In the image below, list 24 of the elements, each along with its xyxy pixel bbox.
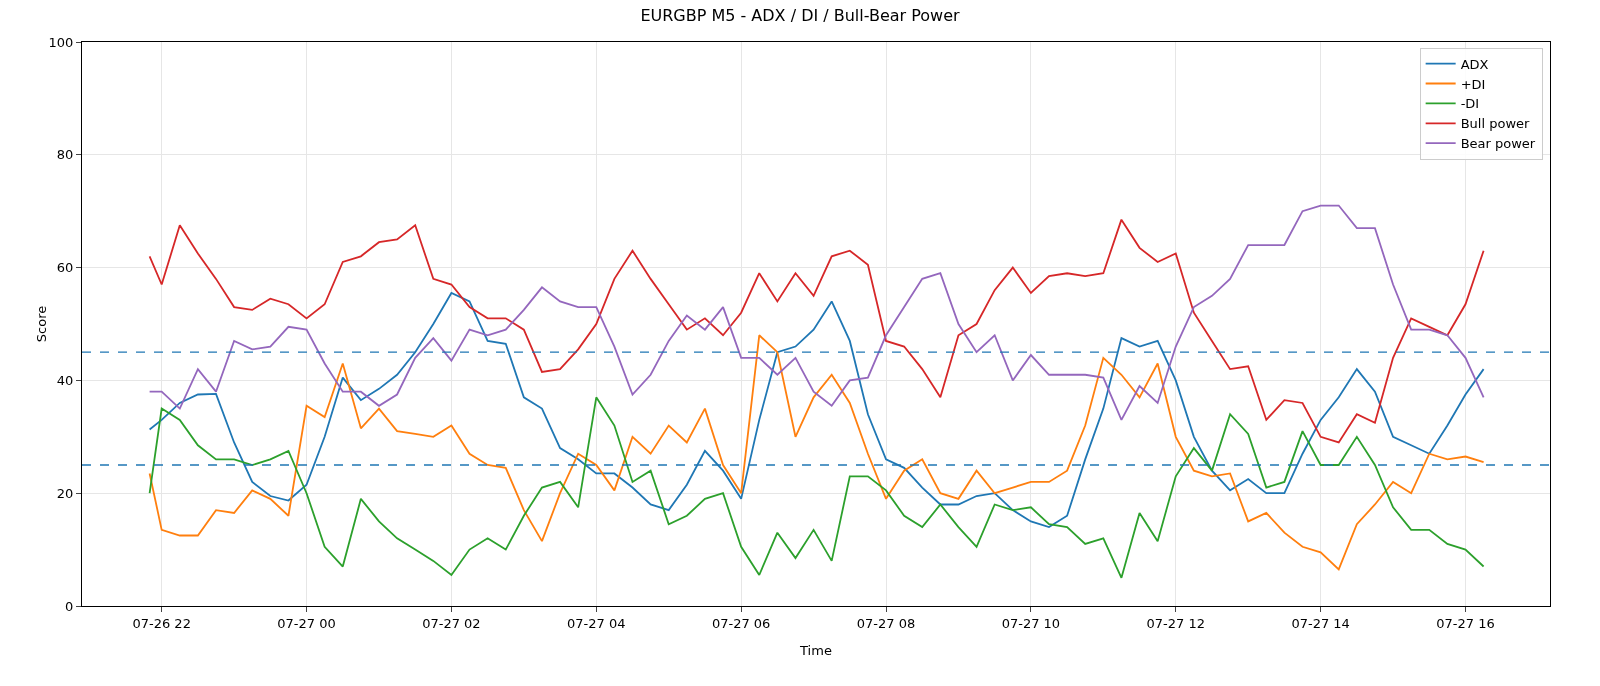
x-tick-label: 07-27 08 [856, 615, 916, 631]
chart-title: EURGBP M5 - ADX / DI / Bull-Bear Power [640, 6, 961, 26]
y-axis-title: Score [34, 305, 49, 343]
y-tick-label: 80 [56, 147, 74, 163]
x-tick-label: 07-26 22 [132, 615, 191, 631]
y-tick-label: 20 [56, 485, 74, 501]
x-tick-label: 07-27 00 [277, 615, 336, 631]
legend-label: -DI [1460, 96, 1480, 112]
x-tick-label: 07-27 02 [422, 615, 481, 631]
x-axis-title: Time [799, 643, 832, 658]
y-tick-label: 40 [56, 372, 74, 388]
legend-label: Bear power [1460, 136, 1536, 152]
y-tick-label: 60 [56, 260, 74, 276]
legend-label: ADX [1460, 56, 1489, 72]
legend-label: +DI [1460, 76, 1486, 92]
x-tick-label: 07-27 16 [1436, 615, 1495, 631]
legend-label: Bull power [1460, 116, 1531, 132]
x-tick-label: 07-27 04 [567, 615, 626, 631]
x-tick-label: 07-27 14 [1291, 615, 1350, 631]
x-tick-label: 07-27 10 [1001, 615, 1061, 631]
y-tick-label: 100 [48, 34, 74, 50]
x-tick-label: 07-27 06 [711, 615, 771, 631]
y-tick-label: 0 [65, 598, 74, 614]
x-tick-label: 07-27 12 [1146, 615, 1205, 631]
